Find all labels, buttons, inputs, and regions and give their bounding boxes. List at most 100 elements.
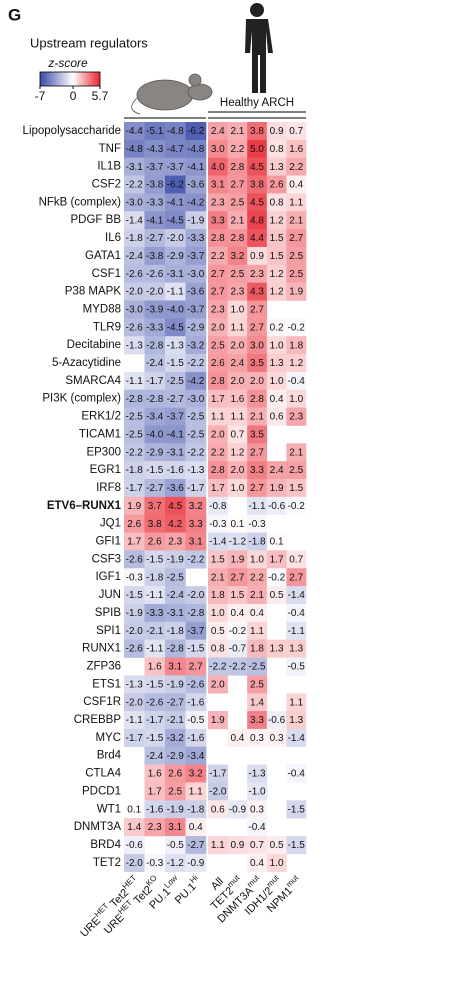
cell [266,389,287,408]
cell [227,603,248,623]
cell-label: 2.8 [250,394,264,405]
cell [144,479,166,498]
row-label: IL6 [105,232,121,244]
cell-label: -2.6 [146,697,164,708]
cell [286,693,307,712]
cell-label: 4.5 [168,501,182,512]
cell-label: 1.7 [211,394,225,405]
cell [266,193,287,212]
cell [227,211,248,230]
cell [124,425,145,444]
cell [208,800,228,819]
cell-label: -1.8 [146,572,164,583]
colorbar [39,71,101,87]
cell [165,818,186,837]
cell-label: -2.2 [187,358,205,369]
cell-label: -1.1 [126,715,144,726]
cell-label: -1.4 [126,215,144,226]
cell [185,639,207,658]
cell-label: -1.5 [146,554,164,565]
column-label-part: URE [78,915,103,940]
cell [227,532,248,551]
cell-label: -2.5 [167,572,185,583]
cell [124,675,145,694]
cell-label: 1.1 [230,322,244,333]
cell [144,711,166,730]
cell-label: 0.6 [211,804,225,815]
cell-label: -0.3 [248,519,266,530]
cell [286,479,307,498]
row-label: PDCD1 [82,785,121,797]
cell [247,354,268,373]
cell [227,264,248,283]
cell-label: 0.7 [289,554,303,565]
cell-label: -2.2 [187,554,205,565]
cell [247,407,268,426]
cell-label: -3.4 [187,751,205,762]
cell-label: 4.4 [250,233,264,244]
cell-label: 4.0 [211,162,225,173]
cell-label: 2.8 [211,376,225,387]
row-label: 5-Azacytidine [52,357,121,369]
cell [266,496,287,515]
cell [165,711,186,730]
cell-label: 0.3 [250,733,264,744]
cell [144,461,166,480]
cell-label: -2.0 [126,626,144,637]
cell [247,300,268,319]
cell [247,461,268,480]
row-label: ERK1/2 [81,411,121,423]
cell [247,425,268,444]
cell [247,282,268,301]
cell-label: -2.8 [146,340,164,351]
cell-label: -2.8 [146,394,164,405]
group-label: Healthy ARCH [220,97,294,109]
cell [286,621,307,640]
cell-label: -3.7 [146,162,164,173]
cell-label: 1.1 [211,412,225,423]
cell [266,211,287,230]
cell-label: 1.7 [211,483,225,494]
colorbar-tick-label: -7 [35,89,46,103]
cell [286,193,307,212]
cell [144,639,166,658]
cell [208,657,228,676]
cell [266,461,287,480]
cell [144,586,166,605]
cell [165,836,186,855]
cell-label: 2.5 [250,679,264,690]
cell-label: 1.9 [270,483,284,494]
cell [208,371,228,391]
cell [247,496,268,515]
cell-label: 2.7 [211,287,225,298]
cell-label: 3.8 [148,519,162,530]
cell [286,836,307,855]
cell [266,371,287,391]
cell [124,818,145,837]
cell-label: -0.6 [268,501,286,512]
cell-label: -1.2 [167,858,185,869]
cell [185,264,207,283]
cell-label: 0.4 [289,180,303,191]
cell [165,479,186,498]
cell-label: 1.9 [127,501,141,512]
cell [165,139,186,158]
cell-label: -0.3 [209,519,227,530]
row-label: GATA1 [85,250,121,262]
cell-label: -2.9 [187,322,205,333]
cell [144,407,166,426]
cell-label: 0.1 [270,537,284,548]
row-label: JUN [99,589,121,601]
cell-label: 0.1 [230,519,244,530]
cell [247,800,268,819]
cell [185,764,207,783]
cell [286,603,307,623]
cell-label: 1.4 [127,822,141,833]
cell [286,443,307,462]
cell [227,461,248,480]
row-label: RUNX1 [82,643,121,655]
cell [124,800,145,819]
cell-label: -0.5 [187,715,205,726]
cell [227,157,248,176]
cell-label: 1.2 [270,215,284,226]
